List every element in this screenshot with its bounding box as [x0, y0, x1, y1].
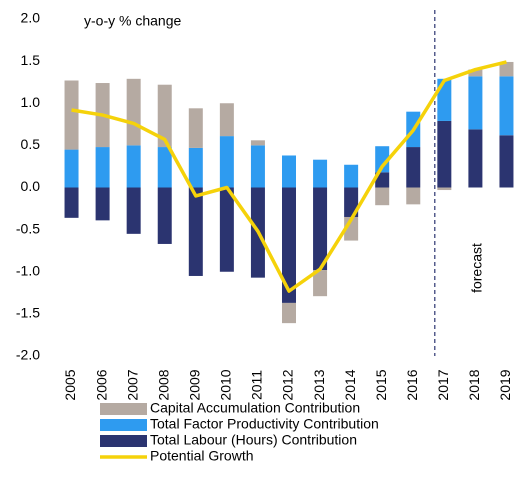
x-tick-label: 2012	[280, 369, 296, 400]
legend-swatch	[100, 403, 147, 415]
bar	[157, 147, 172, 188]
forecast-label: forecast	[469, 243, 485, 293]
bar	[499, 135, 514, 188]
bar	[344, 164, 359, 188]
x-tick-label: 2006	[93, 369, 109, 400]
bar	[188, 187, 203, 276]
bar	[64, 149, 79, 188]
y-tick-label: 0.0	[21, 178, 41, 194]
legend-label: Potential Growth	[150, 448, 254, 464]
bar	[468, 129, 483, 188]
bar	[219, 187, 234, 272]
legend-swatch	[100, 435, 147, 447]
x-tick-label: 2005	[62, 369, 78, 400]
x-tick-label: 2015	[373, 369, 389, 400]
bar	[437, 187, 452, 191]
bar	[250, 140, 265, 146]
y-tick-label: 0.5	[21, 136, 41, 152]
bar	[499, 76, 514, 136]
y-tick-label: -1.0	[16, 262, 40, 278]
y-tick-label: 2.0	[21, 10, 41, 26]
x-tick-label: 2008	[155, 369, 171, 400]
bar	[64, 187, 79, 218]
x-tick-label: 2013	[311, 369, 327, 400]
bar	[126, 145, 141, 188]
bar	[499, 61, 514, 77]
bar	[219, 103, 234, 137]
bar	[250, 145, 265, 188]
y-tick-label: -1.5	[16, 305, 40, 321]
legend-label: Total Factor Productivity Contribution	[150, 416, 379, 432]
bar	[375, 172, 390, 188]
bar	[282, 155, 296, 188]
bar	[313, 159, 328, 188]
x-tick-label: 2018	[466, 369, 482, 400]
bar	[282, 187, 296, 303]
bar	[468, 76, 483, 130]
bar	[126, 78, 141, 146]
bar	[188, 108, 203, 148]
bar	[282, 302, 296, 324]
bar	[157, 84, 172, 148]
bar	[344, 187, 359, 217]
bar	[375, 146, 390, 173]
bar	[468, 69, 483, 77]
bar	[406, 187, 421, 205]
x-tick-label: 2017	[435, 369, 451, 400]
legend-swatch	[100, 419, 147, 431]
bar	[95, 187, 110, 221]
bar	[313, 270, 328, 297]
bar	[64, 80, 79, 150]
bar	[219, 136, 234, 188]
bar	[437, 120, 452, 188]
bar	[406, 147, 421, 188]
bar	[95, 147, 110, 188]
bar	[375, 187, 390, 206]
x-tick-label: 2009	[187, 369, 203, 400]
bar	[157, 187, 172, 244]
legend-label: Total Labour (Hours) Contribution	[150, 432, 357, 448]
x-tick-label: 2014	[342, 369, 358, 400]
legend-label: Capital Accumulation Contribution	[150, 400, 360, 416]
x-tick-label: 2010	[218, 369, 234, 400]
x-tick-label: 2019	[497, 369, 513, 400]
x-tick-label: 2011	[249, 370, 265, 400]
y-tick-label: -2.0	[16, 347, 40, 363]
y-tick-label: 1.0	[21, 94, 41, 110]
x-tick-label: 2016	[404, 369, 420, 400]
y-tick-label: -0.5	[16, 220, 40, 236]
axis-note: y-o-y % change	[84, 13, 181, 29]
bar	[313, 187, 328, 271]
y-tick-label: 1.5	[21, 52, 41, 68]
bar	[188, 147, 203, 188]
x-tick-label: 2007	[124, 369, 140, 400]
line	[71, 60, 507, 293]
bar	[126, 187, 141, 234]
